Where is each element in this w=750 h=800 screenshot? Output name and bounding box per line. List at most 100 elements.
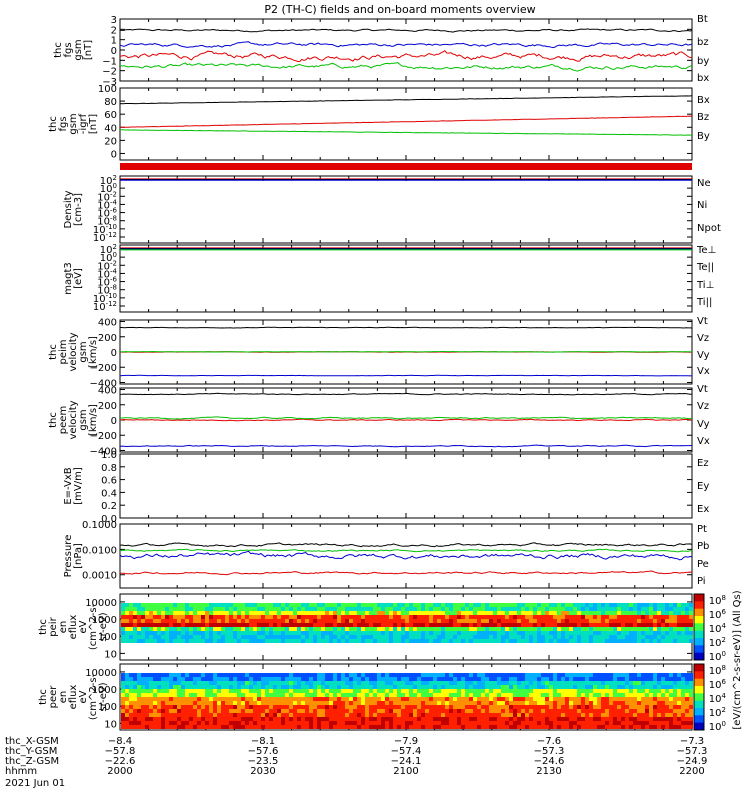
heatmap-cell	[165, 639, 169, 643]
heatmap-cell	[553, 635, 557, 639]
heatmap-cell	[577, 623, 581, 627]
heatmap-cell	[165, 619, 169, 623]
y-tick-label: 40	[104, 123, 117, 134]
heatmap-cell	[441, 623, 445, 627]
heatmap-cell	[485, 685, 489, 689]
heatmap-cell	[685, 701, 689, 705]
heatmap-cell	[457, 721, 461, 725]
heatmap-cell	[149, 623, 153, 627]
heatmap-cell	[369, 627, 373, 631]
heatmap-cell	[669, 635, 673, 639]
heatmap-cell	[673, 677, 677, 681]
heatmap-cell	[649, 673, 653, 677]
heatmap-cell	[321, 713, 325, 717]
heatmap-cell	[329, 693, 333, 697]
heatmap-cell	[217, 623, 221, 627]
heatmap-cell	[261, 701, 265, 705]
heatmap-cell	[249, 713, 253, 717]
heatmap-cell	[305, 603, 309, 607]
heatmap-cell	[245, 615, 249, 619]
heatmap-cell	[305, 681, 309, 685]
panel-frame	[119, 244, 693, 313]
heatmap-cell	[657, 607, 661, 611]
heatmap-cell	[361, 701, 365, 705]
heatmap-cell	[481, 631, 485, 635]
heatmap-cell	[297, 689, 301, 693]
heatmap-cell	[153, 677, 157, 681]
heatmap-cell	[213, 627, 217, 631]
heatmap-cell	[541, 635, 545, 639]
heatmap-cell	[129, 603, 133, 607]
heatmap-cell	[649, 685, 653, 689]
heatmap-cell	[253, 635, 257, 639]
heatmap-cell	[173, 631, 177, 635]
heatmap-cell	[437, 611, 441, 615]
heatmap-cell	[145, 701, 149, 705]
heatmap-cell	[313, 639, 317, 643]
heatmap-cell	[633, 607, 637, 611]
heatmap-cell	[457, 689, 461, 693]
heatmap-cell	[281, 677, 285, 681]
heatmap-cell	[473, 623, 477, 627]
heatmap-cell	[157, 705, 161, 709]
heatmap-cell	[125, 611, 129, 615]
heatmap-cell	[497, 627, 501, 631]
heatmap-cell	[549, 631, 553, 635]
heatmap-cell	[289, 705, 293, 709]
heatmap-cell	[553, 619, 557, 623]
heatmap-cell	[625, 611, 629, 615]
heatmap-cell	[385, 639, 389, 643]
heatmap-cell	[493, 603, 497, 607]
heatmap-cell	[597, 709, 601, 713]
heatmap-cell	[245, 639, 249, 643]
legend-Ey: Ey	[697, 481, 709, 492]
heatmap-cell	[605, 725, 609, 729]
heatmap-cell	[225, 701, 229, 705]
heatmap-cell	[421, 611, 425, 615]
heatmap-cell	[653, 603, 657, 607]
heatmap-cell	[517, 709, 521, 713]
heatmap-cell	[209, 631, 213, 635]
heatmap-cell	[269, 639, 273, 643]
heatmap-cell	[233, 705, 237, 709]
legend-Bt: Bt	[697, 14, 708, 25]
heatmap-cell	[161, 685, 165, 689]
heatmap-cell	[265, 685, 269, 689]
heatmap-cell	[149, 713, 153, 717]
heatmap-cell	[353, 709, 357, 713]
heatmap-cell	[453, 705, 457, 709]
heatmap-cell	[585, 673, 589, 677]
heatmap-cell	[437, 607, 441, 611]
heatmap-cell	[557, 693, 561, 697]
heatmap-cell	[193, 607, 197, 611]
heatmap-cell	[441, 709, 445, 713]
heatmap-cell	[173, 725, 177, 729]
heatmap-cell	[649, 631, 653, 635]
heatmap-cell	[665, 713, 669, 717]
heatmap-cell	[209, 639, 213, 643]
heatmap-cell	[333, 713, 337, 717]
heatmap-cell	[385, 615, 389, 619]
heatmap-cell	[533, 627, 537, 631]
heatmap-cell	[161, 635, 165, 639]
heatmap-cell	[329, 627, 333, 631]
heatmap-cell	[485, 673, 489, 677]
heatmap-cell	[629, 685, 633, 689]
heatmap-cell	[229, 639, 233, 643]
heatmap-cell	[293, 685, 297, 689]
heatmap-cell	[305, 725, 309, 729]
heatmap-cell	[677, 673, 681, 677]
heatmap-cell	[621, 701, 625, 705]
heatmap-cell	[625, 627, 629, 631]
heatmap-cell	[173, 673, 177, 677]
heatmap-cell	[601, 713, 605, 717]
heatmap-cell	[365, 623, 369, 627]
heatmap-cell	[597, 627, 601, 631]
heatmap-cell	[309, 697, 313, 701]
heatmap-cell	[581, 627, 585, 631]
heatmap-cell	[129, 611, 133, 615]
heatmap-cell	[521, 681, 525, 685]
heatmap-cell	[629, 697, 633, 701]
heatmap-cell	[433, 697, 437, 701]
